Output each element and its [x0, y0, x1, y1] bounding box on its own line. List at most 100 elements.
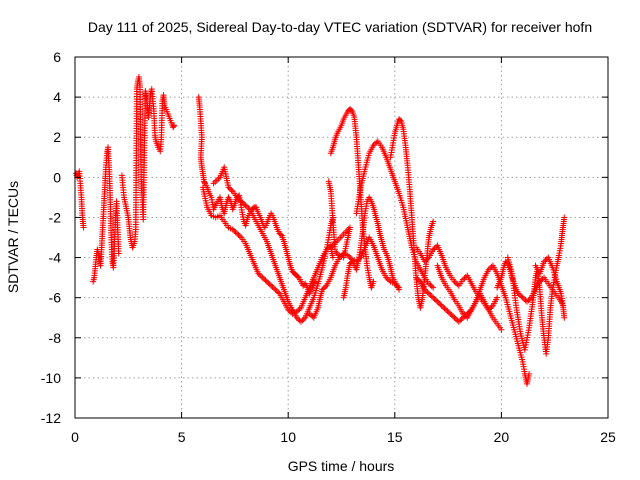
data-point: [236, 233, 243, 240]
data-point: [229, 226, 236, 233]
data-point: [434, 298, 441, 305]
data-point: [80, 224, 87, 231]
data-point: [171, 122, 178, 129]
data-point: [488, 304, 495, 311]
data-point: [370, 142, 377, 149]
axis-ticks: [74, 56, 609, 419]
data-point: [232, 229, 239, 236]
data-point: [275, 289, 282, 296]
x-tick-labels: 0 5 10 15 20 25: [71, 429, 616, 445]
x-tick-label: 15: [387, 429, 403, 445]
data-point: [423, 257, 430, 264]
chart-title: Day 111 of 2025, Sidereal Day-to-day VTE…: [88, 19, 592, 35]
data-point: [397, 117, 404, 124]
data-point: [421, 258, 428, 265]
y-tick-labels: -12 -10 -8 -6 -4 -2 0 2 4 6: [41, 49, 61, 426]
data-point: [445, 309, 452, 316]
data-point: [228, 187, 235, 194]
data-point: [258, 273, 265, 280]
series-s3: [118, 74, 178, 251]
data-point: [444, 308, 451, 315]
data-point: [210, 180, 217, 187]
data-point: [521, 296, 528, 303]
data-point: [386, 277, 393, 284]
data-point: [451, 314, 458, 321]
data-point: [515, 290, 522, 297]
data-point: [245, 205, 252, 212]
data-point: [526, 296, 533, 303]
data-point: [441, 305, 448, 312]
data-point: [296, 306, 303, 313]
data-point: [266, 281, 273, 288]
plot-frame: [74, 56, 609, 419]
data-point: [541, 258, 548, 265]
data-point: [319, 286, 326, 293]
x-tick-label: 0: [71, 429, 79, 445]
data-point: [442, 306, 449, 313]
data-point: [235, 231, 242, 238]
data-point: [396, 286, 403, 293]
data-point: [277, 231, 284, 238]
data-point: [430, 284, 437, 291]
data-point: [519, 294, 526, 301]
data-point: [256, 271, 263, 278]
data-point: [272, 286, 279, 293]
data-point: [518, 293, 525, 300]
data-point: [334, 251, 341, 258]
data-point: [236, 197, 243, 204]
x-tick-label: 25: [600, 429, 616, 445]
data-point: [371, 140, 378, 147]
data-point: [516, 291, 523, 298]
data-point: [425, 280, 432, 287]
data-point: [300, 316, 307, 323]
series-s8: [325, 178, 354, 261]
data-point: [269, 283, 276, 290]
data-point: [263, 278, 270, 285]
y-tick-label: 6: [53, 49, 61, 65]
data-point: [452, 279, 459, 286]
data-point: [294, 273, 301, 280]
x-tick-label: 10: [280, 429, 296, 445]
series-s17: [504, 214, 568, 357]
data-point: [448, 312, 455, 319]
data-point: [262, 277, 269, 284]
data-point: [561, 214, 568, 221]
data-point: [461, 312, 468, 319]
series-s13: [413, 242, 501, 313]
data-point: [428, 293, 435, 300]
data-point: [460, 276, 467, 283]
data-point: [231, 227, 238, 234]
data-point: [235, 195, 242, 202]
data-point: [414, 275, 421, 282]
data-point: [425, 290, 432, 297]
data-point: [212, 178, 219, 185]
data-point: [286, 308, 293, 315]
data-point: [234, 230, 241, 237]
data-point: [348, 107, 355, 114]
data-point: [451, 278, 458, 285]
data-point: [268, 282, 275, 289]
data-point: [270, 285, 277, 292]
data-point: [430, 246, 437, 253]
data-point: [440, 304, 447, 311]
y-tick-label: -6: [49, 290, 62, 306]
y-tick-label: -12: [41, 410, 61, 426]
data-point: [487, 265, 494, 272]
data-point: [428, 283, 435, 290]
data-point: [259, 274, 266, 281]
data-point: [241, 201, 248, 208]
data-point: [297, 318, 304, 325]
data-point: [226, 185, 233, 192]
data-point: [242, 202, 249, 209]
data-point: [457, 317, 464, 324]
series-s6: [210, 164, 336, 325]
data-point: [458, 316, 465, 323]
data-point: [485, 266, 492, 273]
data-point: [454, 281, 461, 288]
data-point: [561, 314, 568, 321]
y-tick-label: -2: [49, 209, 62, 225]
x-tick-label: 20: [494, 429, 510, 445]
data-point: [329, 254, 336, 261]
data-point: [424, 255, 431, 262]
